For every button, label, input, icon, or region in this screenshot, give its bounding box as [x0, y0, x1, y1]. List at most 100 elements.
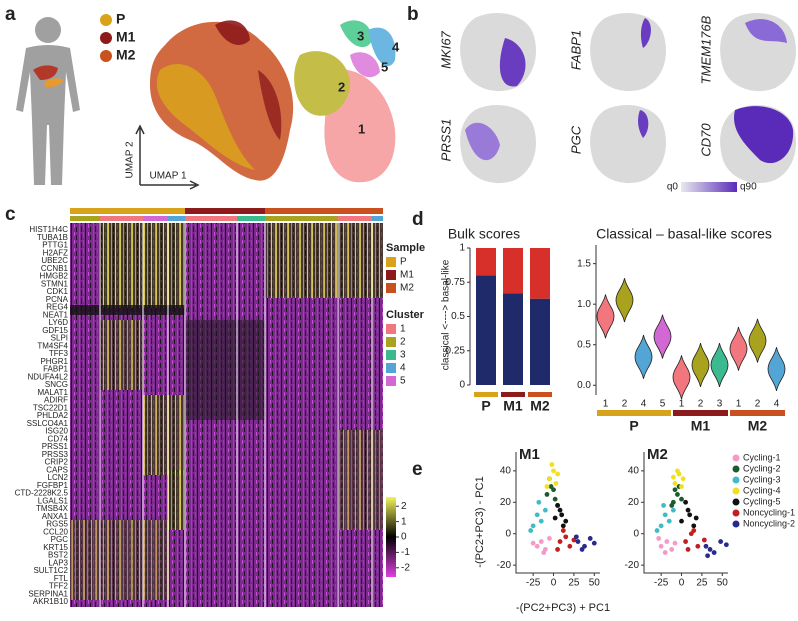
legend-label: 2	[400, 337, 406, 348]
icon-liver	[33, 65, 58, 80]
point	[705, 553, 711, 559]
y-tick-label: 20	[628, 497, 640, 508]
sample-bar	[70, 208, 185, 214]
violin	[767, 347, 786, 392]
gene-label: AKR1B10	[33, 597, 69, 606]
gene-label: BST2	[48, 551, 69, 560]
y-tick-label: -20	[497, 560, 512, 571]
point	[552, 496, 558, 502]
point	[691, 528, 697, 533]
axis-label: classical <----> basal-like	[441, 259, 452, 370]
umap-region	[150, 21, 294, 181]
feature-plot	[720, 105, 796, 184]
umap-region	[258, 70, 282, 140]
point	[679, 518, 684, 524]
bar-segment	[476, 275, 496, 385]
legend-label: M2	[116, 47, 136, 63]
legend-label: Cycling-1	[743, 452, 781, 462]
point	[557, 539, 563, 544]
legend-swatch	[732, 454, 740, 462]
x-tick-label: -25	[654, 578, 669, 589]
gene-label: MKI67	[438, 30, 453, 68]
feature-plot	[590, 105, 666, 184]
point	[662, 512, 668, 518]
axis-line	[515, 452, 600, 574]
umap-cluster-region	[368, 27, 396, 67]
feature-bg	[460, 13, 536, 92]
feature-signal	[640, 18, 651, 48]
point	[672, 481, 678, 486]
point	[661, 503, 666, 508]
point	[675, 492, 680, 497]
gene-label: CTD-2228K2.5	[15, 489, 69, 498]
x-tick-label: 25	[568, 578, 580, 589]
feature-signal	[465, 122, 500, 161]
legend-label: Cycling-2	[743, 463, 781, 473]
bar-segment	[503, 293, 523, 385]
gene-label: PGC	[568, 125, 583, 154]
gene-label: SLPI	[51, 334, 68, 343]
y-tick-label: 1	[459, 243, 465, 254]
heatmap-block	[70, 520, 170, 600]
point	[591, 540, 597, 546]
point	[573, 534, 579, 540]
gene-label: MALAT1	[37, 388, 68, 397]
x-tick-label: 1	[603, 399, 609, 410]
x-tick-label: 2	[622, 399, 628, 410]
y-tick-label: 0.0	[577, 380, 591, 391]
legend-label: M1	[400, 270, 414, 281]
legend-label: M1	[116, 29, 136, 45]
point	[656, 536, 662, 541]
legend-swatch	[732, 465, 740, 473]
point	[675, 468, 680, 474]
x-tick-label: 2	[755, 399, 761, 410]
gene-label: REG4	[46, 303, 68, 312]
cluster-label: 1	[358, 121, 365, 136]
feature-plot	[460, 105, 536, 184]
legend-swatch	[732, 520, 740, 528]
point	[560, 528, 566, 533]
umap-axes: UMAP 2 UMAP 1	[125, 124, 200, 190]
icon-pancreas	[44, 78, 64, 88]
cluster-bar	[70, 216, 100, 221]
point	[679, 496, 684, 502]
gene-label: TSC22D1	[33, 403, 69, 412]
point	[560, 523, 566, 529]
cluster-bar	[143, 216, 168, 221]
gene-label: PRSS3	[42, 450, 69, 459]
point	[579, 547, 585, 552]
legend-swatch	[100, 50, 112, 62]
violin	[615, 278, 634, 323]
legend-label: Noncycling-1	[743, 507, 795, 517]
legend-label: Noncycling-2	[743, 518, 795, 528]
violin	[634, 334, 653, 379]
point	[555, 547, 560, 552]
gene-label: PTTG1	[42, 241, 68, 250]
gene-label: PRSS1	[42, 442, 69, 451]
x-tick-label: 0	[679, 578, 685, 589]
legend-title: Cluster	[386, 309, 425, 321]
gene-label: PHGR1	[40, 357, 68, 366]
point	[707, 547, 713, 552]
violin	[691, 343, 710, 387]
legend-swatch	[732, 476, 740, 484]
legend-title: Sample	[386, 242, 425, 254]
legend-swatch	[386, 257, 396, 267]
point	[534, 512, 540, 518]
point	[544, 492, 550, 497]
gene-label: PGC	[51, 535, 69, 544]
gene-label: STMN1	[41, 279, 69, 288]
cluster-bar	[265, 216, 338, 221]
gene-label: FTL	[54, 574, 69, 583]
umap-sample	[150, 20, 294, 181]
point	[718, 539, 724, 544]
gene-label: CCNB1	[41, 264, 69, 273]
scale-label: q0	[667, 182, 679, 193]
gene-label: ANXA1	[42, 512, 69, 521]
axis-label: -(PC2+PC3) + PC1	[516, 602, 610, 614]
legend-label: Cycling-4	[743, 485, 781, 495]
group-label: M2	[748, 418, 768, 434]
point	[662, 550, 668, 555]
x-tick-label: 5	[660, 399, 666, 410]
